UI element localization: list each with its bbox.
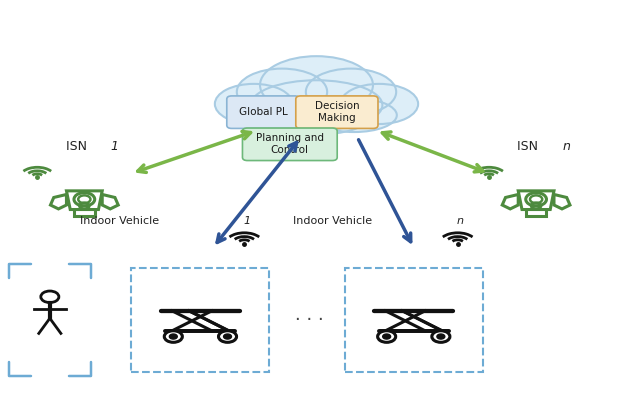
Circle shape	[432, 331, 450, 342]
Text: ISN: ISN	[517, 140, 542, 153]
Ellipse shape	[236, 98, 322, 132]
Ellipse shape	[311, 98, 397, 132]
Ellipse shape	[237, 69, 327, 115]
Circle shape	[378, 331, 396, 342]
Text: Decision
Making: Decision Making	[315, 101, 359, 123]
Ellipse shape	[306, 69, 396, 115]
Ellipse shape	[266, 104, 367, 134]
Text: Global PL: Global PL	[239, 107, 287, 117]
Text: n: n	[563, 140, 570, 153]
Circle shape	[223, 334, 232, 339]
Ellipse shape	[341, 84, 418, 124]
Circle shape	[170, 334, 177, 339]
Text: ISN: ISN	[66, 140, 91, 153]
Text: Planning and
Control: Planning and Control	[256, 133, 324, 155]
Circle shape	[383, 334, 391, 339]
FancyBboxPatch shape	[227, 96, 299, 129]
Text: · · ·: · · ·	[294, 311, 323, 329]
FancyBboxPatch shape	[242, 128, 337, 160]
Text: 1: 1	[111, 140, 119, 153]
Text: 1: 1	[244, 216, 251, 225]
Ellipse shape	[260, 56, 373, 114]
Text: Indoor Vehicle: Indoor Vehicle	[80, 216, 163, 225]
Circle shape	[218, 331, 237, 342]
Text: Indoor Vehicle: Indoor Vehicle	[294, 216, 376, 225]
FancyBboxPatch shape	[296, 96, 378, 129]
Circle shape	[41, 291, 59, 302]
Ellipse shape	[215, 84, 292, 124]
Circle shape	[165, 331, 182, 342]
Text: n: n	[457, 216, 464, 225]
Ellipse shape	[251, 80, 382, 130]
Circle shape	[437, 334, 445, 339]
